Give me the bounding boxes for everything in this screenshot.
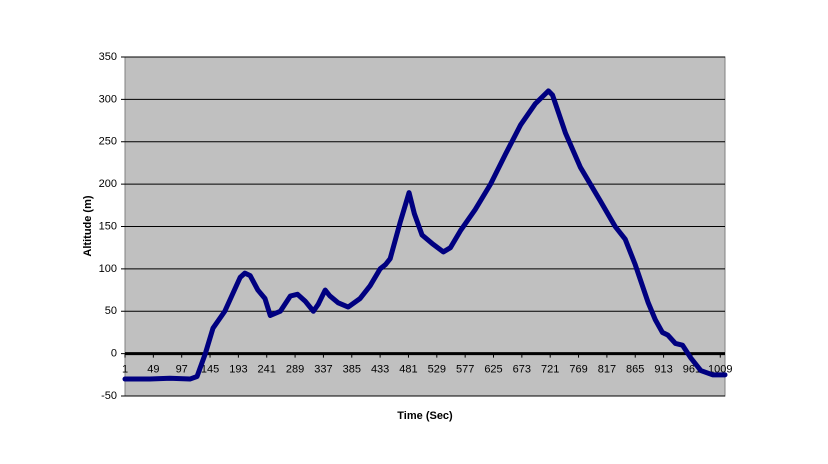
x-axis-title: Time (Sec)	[397, 410, 453, 422]
x-tick-label: 913	[654, 364, 672, 376]
x-tick-label: 385	[343, 364, 361, 376]
x-tick-label: 337	[314, 364, 332, 376]
x-tick-label: 1	[122, 364, 128, 376]
y-tick-label: 250	[99, 136, 117, 148]
x-tick-label: 241	[258, 364, 276, 376]
data-line	[122, 88, 728, 382]
y-tick-label: 350	[99, 51, 117, 63]
x-tick-label: 577	[456, 364, 474, 376]
x-tick-label: 865	[626, 364, 644, 376]
y-tick-label: 300	[99, 93, 117, 105]
y-tick-label: 150	[99, 220, 117, 232]
y-axis-title: Altitude (m)	[82, 195, 94, 256]
y-tick-label: 0	[111, 348, 117, 360]
y-tick-label: 100	[99, 263, 117, 275]
x-tick-label: 769	[569, 364, 587, 376]
x-tick-label: 529	[428, 364, 446, 376]
y-tick-label: -50	[101, 390, 117, 402]
x-tick-label: 97	[176, 364, 188, 376]
x-tick-label: 481	[399, 364, 417, 376]
x-tick-label: 289	[286, 364, 304, 376]
x-tick-label: 193	[229, 364, 247, 376]
x-tick-label: 721	[541, 364, 559, 376]
x-tick-label: 49	[147, 364, 159, 376]
x-tick-label: 433	[371, 364, 389, 376]
y-tick-label: 50	[105, 305, 117, 317]
x-tick-label: 625	[484, 364, 502, 376]
x-tick-label: 817	[598, 364, 616, 376]
y-tick-label: 200	[99, 178, 117, 190]
x-tick-label: 673	[513, 364, 531, 376]
x-tick-label: 145	[201, 364, 219, 376]
